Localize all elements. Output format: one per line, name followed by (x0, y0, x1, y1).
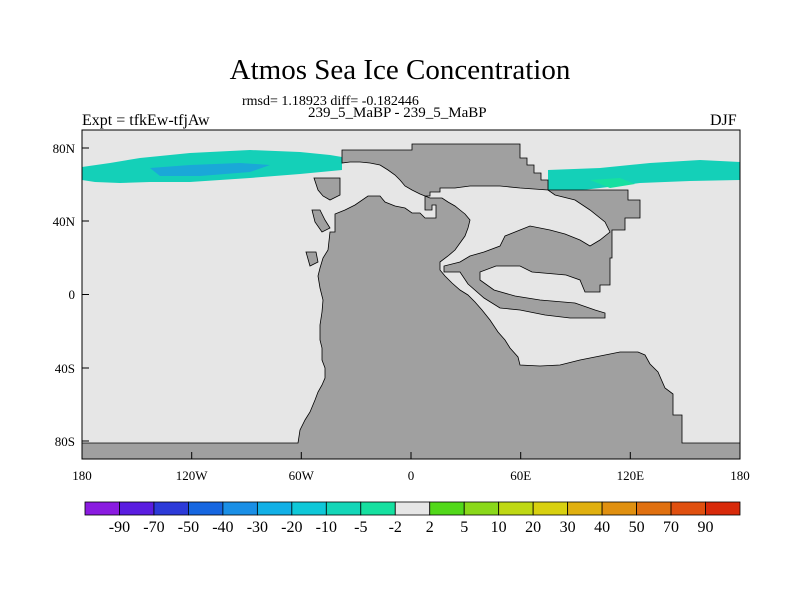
y-tick-labels: 80N 40N 0 40S 80S (53, 141, 76, 449)
experiment-subtitle: 239_5_MaBP - 239_5_MaBP (308, 105, 487, 121)
y-tick-label: 40S (55, 361, 75, 376)
y-tick-label: 40N (53, 214, 76, 229)
greenland-like-island (313, 177, 341, 201)
colorbar-swatch (567, 501, 603, 516)
colorbar-swatch (153, 501, 189, 516)
y-tick-label: 0 (69, 287, 76, 302)
colorbar-swatch (84, 501, 120, 516)
colorbar-swatch (222, 501, 258, 516)
axis-ticks (81, 147, 741, 459)
y-tick-label: 80S (55, 434, 75, 449)
colorbar-swatch (188, 501, 224, 516)
colorbar-label: 2 (426, 519, 434, 536)
colorbar-label: 40 (594, 519, 610, 536)
colorbar-swatch (394, 501, 431, 516)
small-island (305, 251, 319, 267)
x-tick-label: 180 (730, 468, 750, 483)
sea-ice-band-east-core (590, 178, 635, 188)
colorbar-swatch (429, 501, 465, 516)
colorbar-label: -30 (247, 519, 268, 536)
colorbar-label: -2 (389, 519, 402, 536)
season-label: DJF (710, 112, 737, 129)
colorbar-swatch (670, 501, 706, 516)
colorbar-label: -90 (109, 519, 130, 536)
colorbar-swatch (498, 501, 534, 516)
x-tick-label: 60E (510, 468, 531, 483)
colorbar (84, 501, 741, 516)
x-tick-label: 120W (176, 468, 209, 483)
x-tick-label: 60W (289, 468, 315, 483)
sea-ice-anomaly (82, 150, 740, 192)
colorbar-label: -5 (354, 519, 367, 536)
chart-title: Atmos Sea Ice Concentration (229, 54, 571, 86)
colorbar-swatch (325, 501, 362, 516)
colorbar-label: 5 (460, 519, 468, 536)
colorbar-swatch (532, 501, 569, 516)
colorbar-label: 90 (698, 519, 714, 536)
colorbar-label: 10 (491, 519, 507, 536)
supercontinent (81, 143, 741, 460)
sea-ice-band-west-core (150, 163, 270, 176)
colorbar-label: 50 (629, 519, 645, 536)
colorbar-swatch (636, 501, 672, 516)
experiment-label: Expt = tfkEw-tfjAw (82, 112, 210, 129)
land-masses (81, 143, 741, 460)
colorbar-swatch (119, 501, 155, 516)
colorbar-label: -10 (316, 519, 337, 536)
x-tick-label: 180 (72, 468, 92, 483)
colorbar-swatch (291, 501, 327, 516)
colorbar-label: 30 (560, 519, 576, 536)
colorbar-swatch (705, 501, 741, 516)
colorbar-label: 20 (525, 519, 541, 536)
western-island (311, 209, 331, 233)
sea-ice-band-east (548, 160, 740, 192)
colorbar-label: -20 (281, 519, 302, 536)
x-tick-label: 0 (408, 468, 415, 483)
colorbar-label: -50 (178, 519, 199, 536)
colorbar-label: -70 (143, 519, 164, 536)
colorbar-swatch (463, 501, 500, 516)
colorbar-label: 70 (663, 519, 679, 536)
x-tick-label: 120E (617, 468, 645, 483)
y-tick-label: 80N (53, 141, 76, 156)
colorbar-label: -40 (212, 519, 233, 536)
colorbar-swatch (601, 501, 637, 516)
stats-label: rmsd= 1.18923 diff= -0.182446 (242, 94, 419, 109)
colorbar-labels: -90 -70 -50 -40 -30 -20 -10 -5 -2 2 5 10 20 30 40 50 70 9… (109, 519, 714, 536)
x-tick-labels: 180 120W 60W 0 60E 120E 180 (72, 468, 750, 483)
colorbar-swatch (360, 501, 396, 516)
colorbar-swatch (256, 501, 293, 516)
